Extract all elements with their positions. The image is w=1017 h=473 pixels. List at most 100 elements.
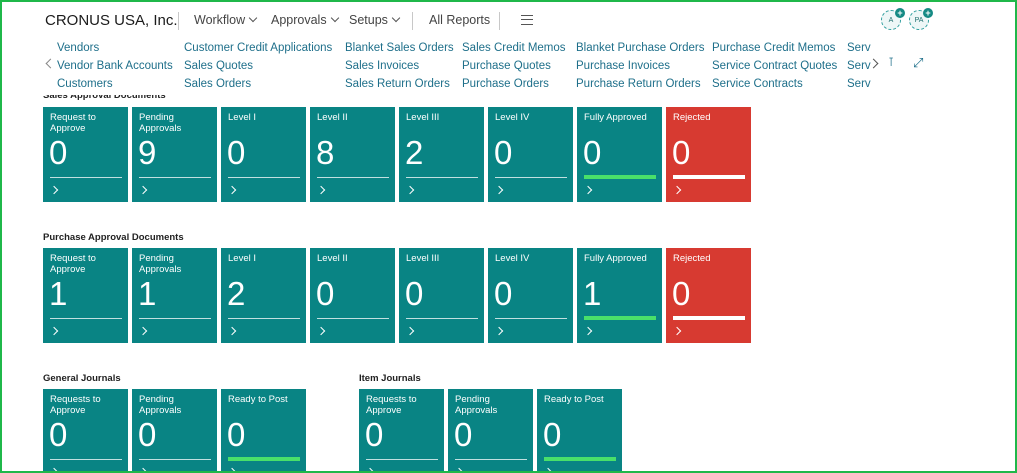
nav-link-customer-credit-applications[interactable]: Customer Credit Applications: [184, 42, 333, 54]
tile-label: Requests to Approve: [366, 394, 417, 416]
chevron-left-icon[interactable]: [45, 58, 56, 69]
tile-purchase-pending-approvals[interactable]: Pending Approvals 1: [132, 248, 217, 343]
tile-general-requests-to-approve[interactable]: Requests to Approve 0: [43, 389, 128, 471]
chevron-down-icon: [330, 13, 339, 23]
tile-label: Pending Approvals: [455, 394, 498, 416]
tile-purchase-level-iv[interactable]: Level IV 0: [488, 248, 573, 343]
expand-icon[interactable]: ⤢: [913, 55, 924, 70]
section-title-item-journals: Item Journals: [359, 373, 421, 384]
menu-workflow[interactable]: Workflow: [194, 13, 258, 27]
hamburger-menu-icon[interactable]: [521, 15, 533, 25]
tile-general-pending-approvals[interactable]: Pending Approvals 0: [132, 389, 217, 471]
chevron-right-icon: [405, 326, 415, 336]
nav-link-purchase-return-orders[interactable]: Purchase Return Orders: [576, 78, 701, 90]
nav-link-vendor-bank-accounts[interactable]: Vendor Bank Accounts: [57, 60, 173, 72]
nav-link-sales-invoices[interactable]: Sales Invoices: [345, 60, 420, 72]
chevron-right-icon: [138, 467, 148, 471]
tile-label: Pending Approvals: [139, 394, 182, 416]
tile-value: 2: [227, 275, 246, 312]
tile-label: Ready to Post: [544, 394, 604, 405]
tile-sales-fully-approved[interactable]: Fully Approved 0: [577, 107, 662, 202]
nav-link-purchase-quotes[interactable]: Purchase Quotes: [462, 60, 551, 72]
menu-setups[interactable]: Setups: [349, 13, 401, 27]
pin-icon[interactable]: ⊺: [888, 55, 895, 69]
tile-sales-request-to-approve[interactable]: Request to Approve 0: [43, 107, 128, 202]
tile-indicator-bar: [495, 177, 567, 178]
tile-value: 0: [365, 416, 384, 453]
tile-indicator-bar: [317, 318, 389, 319]
nav-link-purchase-credit-memos[interactable]: Purchase Credit Memos: [712, 42, 836, 54]
tile-label: Pending Approvals: [139, 253, 182, 275]
tile-purchase-level-ii[interactable]: Level II 0: [310, 248, 395, 343]
tile-value: 0: [316, 275, 335, 312]
section-title-purchase-approval: Purchase Approval Documents: [43, 232, 184, 243]
nav-link-purchase-orders[interactable]: Purchase Orders: [462, 78, 549, 90]
tile-purchase-level-iii[interactable]: Level III 0: [399, 248, 484, 343]
tile-general-ready-to-post[interactable]: Ready to Post 0: [221, 389, 306, 471]
nav-link-sales-return-orders[interactable]: Sales Return Orders: [345, 78, 450, 90]
tile-label: Level III: [406, 112, 440, 123]
nav-link-service-contract-quotes[interactable]: Service Contract Quotes: [712, 60, 838, 72]
nav-link-service-truncated[interactable]: Serv: [847, 42, 871, 54]
nav-link-service-contracts[interactable]: Service Contracts: [712, 78, 803, 90]
nav-link-sales-quotes[interactable]: Sales Quotes: [184, 60, 254, 72]
nav-link-vendors[interactable]: Vendors: [57, 42, 100, 54]
tile-label: Level IV: [495, 112, 530, 123]
avatar-initials: A: [888, 16, 894, 24]
chevron-right-icon: [365, 467, 375, 471]
tile-item-pending-approvals[interactable]: Pending Approvals 0: [448, 389, 533, 471]
tile-label: Level I: [228, 253, 256, 264]
avatar[interactable]: A +: [881, 8, 905, 30]
tile-label: Level III: [406, 253, 440, 264]
tile-value: 0: [672, 275, 691, 312]
tile-indicator-bar: [139, 459, 211, 460]
tile-sales-pending-approvals[interactable]: Pending Approvals 9: [132, 107, 217, 202]
nav-link-blanket-purchase-orders[interactable]: Blanket Purchase Orders: [576, 42, 705, 54]
tile-indicator-bar: [495, 318, 567, 319]
chevron-right-icon: [543, 467, 553, 471]
tile-value: 0: [494, 275, 513, 312]
tile-item-requests-to-approve[interactable]: Requests to Approve 0: [359, 389, 444, 471]
nav-link-sales-credit-memos[interactable]: Sales Credit Memos: [462, 42, 566, 54]
tile-sales-level-ii[interactable]: Level II 8: [310, 107, 395, 202]
tile-indicator-bar: [228, 318, 300, 319]
tile-sales-level-iii[interactable]: Level III 2: [399, 107, 484, 202]
tile-indicator-bar: [406, 318, 478, 319]
chevron-right-icon: [454, 467, 464, 471]
company-name[interactable]: CRONUS USA, Inc.: [45, 12, 178, 29]
header-divider: [499, 12, 500, 30]
nav-link-customers[interactable]: Customers: [57, 78, 113, 90]
header-divider: [412, 12, 413, 30]
tile-item-ready-to-post[interactable]: Ready to Post 0: [537, 389, 622, 471]
nav-link-purchase-invoices[interactable]: Purchase Invoices: [576, 60, 670, 72]
nav-link-sales-orders[interactable]: Sales Orders: [184, 78, 252, 90]
tile-value: 1: [49, 275, 68, 312]
avatar[interactable]: PA +: [909, 8, 933, 30]
nav-link-blanket-sales-orders[interactable]: Blanket Sales Orders: [345, 42, 454, 54]
chevron-down-icon: [248, 13, 258, 23]
tile-sales-rejected[interactable]: Rejected 0: [666, 107, 751, 202]
tile-value: 0: [138, 416, 157, 453]
tile-sales-level-i[interactable]: Level I 0: [221, 107, 306, 202]
chevron-right-icon: [672, 326, 682, 336]
menu-approvals[interactable]: Approvals: [271, 13, 339, 27]
tile-label: Pending Approvals: [139, 112, 182, 134]
nav-link-service-truncated[interactable]: Serv: [847, 60, 871, 72]
tile-purchase-rejected[interactable]: Rejected 0: [666, 248, 751, 343]
chevron-right-icon: [49, 467, 59, 471]
tile-value: 0: [672, 134, 691, 171]
nav-link-service-truncated[interactable]: Serv: [847, 78, 871, 90]
chevron-right-icon: [227, 185, 237, 195]
chevron-right-icon: [494, 185, 504, 195]
tile-value: 0: [227, 134, 246, 171]
chevron-right-icon: [405, 185, 415, 195]
section-title-general-journals: General Journals: [43, 373, 121, 384]
tile-sales-level-iv[interactable]: Level IV 0: [488, 107, 573, 202]
tile-label: Fully Approved: [584, 253, 647, 264]
tile-purchase-level-i[interactable]: Level I 2: [221, 248, 306, 343]
plus-icon: +: [895, 8, 905, 18]
tile-purchase-request-to-approve[interactable]: Request to Approve 1: [43, 248, 128, 343]
tile-indicator-bar: [584, 316, 656, 320]
menu-all-reports[interactable]: All Reports: [429, 13, 491, 27]
tile-purchase-fully-approved[interactable]: Fully Approved 1: [577, 248, 662, 343]
